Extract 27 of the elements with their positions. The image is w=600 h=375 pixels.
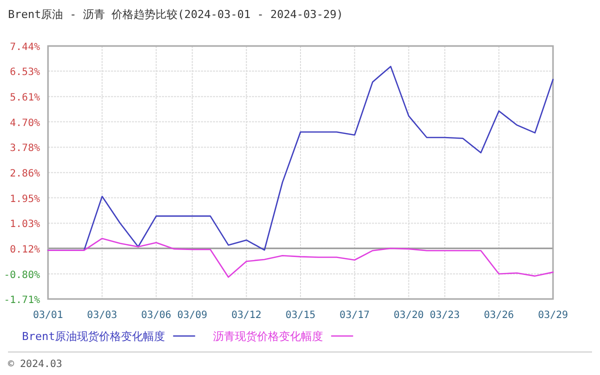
x-tick-label: 03/03	[87, 310, 118, 321]
y-tick-label: 5.61%	[10, 92, 40, 104]
text: © 2024.03	[8, 359, 62, 370]
chart-title: Brent原油 - 沥青 价格趋势比较(2024-03-01 - 2024-03-29)	[8, 8, 344, 21]
y-tick-label: 6.53%	[10, 67, 40, 78]
y-tick-label: 0.12%	[10, 244, 40, 256]
y-tick-label: 4.70%	[10, 118, 40, 129]
y-tick-label: 7.44%	[10, 42, 40, 53]
x-tick-label: 03/29	[538, 310, 568, 321]
x-tick-label: 03/12	[231, 310, 262, 321]
y-tick-label: 1.95%	[10, 194, 40, 205]
x-tick-label: 03/01	[32, 310, 64, 321]
x-tick-label: 03/17	[340, 310, 370, 321]
x-tick-label: 03/09	[177, 310, 208, 321]
line-series	[47, 238, 554, 278]
y-tick-label: 3.78%	[10, 143, 40, 154]
x-tick-label: 03/23	[430, 310, 460, 321]
y-tick-label: -0.80%	[4, 270, 40, 281]
x-tick-label: 03/26	[484, 310, 514, 321]
x-tick-label: 03/15	[285, 310, 316, 321]
y-tick-label: 1.03%	[10, 219, 40, 230]
legend-label: 沥青现货价格变化幅度	[213, 330, 324, 343]
legend-label: Brent原油现货价格变化幅度	[22, 330, 166, 343]
x-tick-label: 03/20	[394, 310, 424, 321]
y-tick-label: -1.71%	[4, 295, 40, 306]
x-tick-label: 03/06	[141, 310, 172, 321]
y-tick-label: 2.86%	[10, 168, 40, 180]
